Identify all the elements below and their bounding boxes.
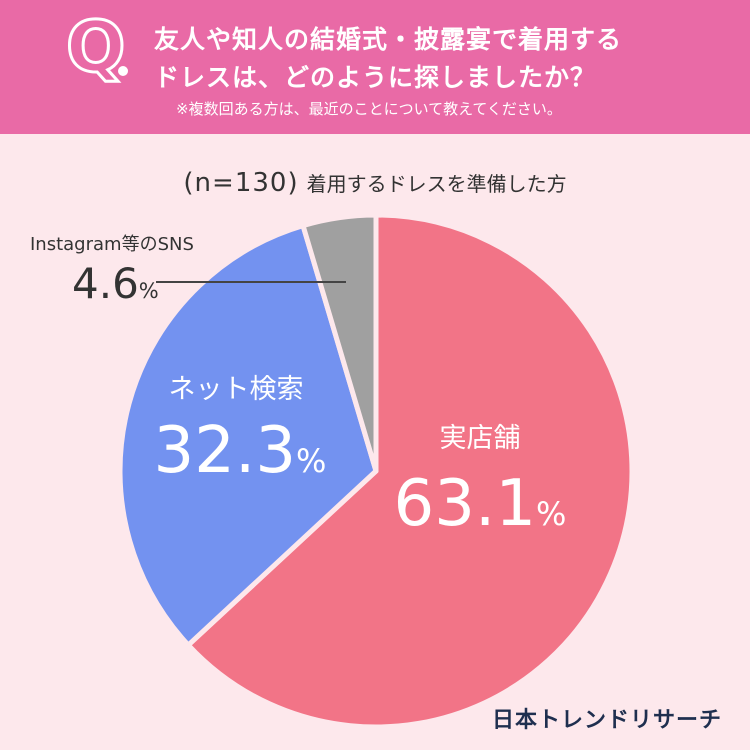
slice-label-sns: Instagram等のSNS [30,234,194,255]
slice-value-store: 63.1% [394,467,567,541]
slice-value-sns: 4.6% [72,259,159,308]
sample-description: 着用するドレスを準備した方 [306,172,567,196]
slice-label-store: 実店舗 [440,423,521,454]
question-text-line2: ドレスは、どのように探しましたか？ [154,63,597,92]
slice-label-online: ネット検索 [169,374,304,405]
pie-slice-2 [300,212,379,474]
question-marker-dot [118,66,128,76]
question-note: ※複数回ある方は、最近のことについて教えてください。 [176,100,562,118]
pie-slice-0 [185,212,635,730]
question-header: Q 友人や知人の結婚式・披露宴で着用する ドレスは、どのように探しましたか？ ※… [0,0,750,134]
slice-value-online: 32.3% [154,414,327,488]
pie-slice-1 [117,223,379,648]
question-marker: Q [65,6,127,88]
sample-size: (n=130) [183,168,299,198]
brand-logo: 日本トレンドリサーチ [491,708,722,733]
sample-info: (n=130) 着用するドレスを準備した方 [0,168,750,198]
question-text-line1: 友人や知人の結婚式・披露宴で着用する [154,25,623,54]
